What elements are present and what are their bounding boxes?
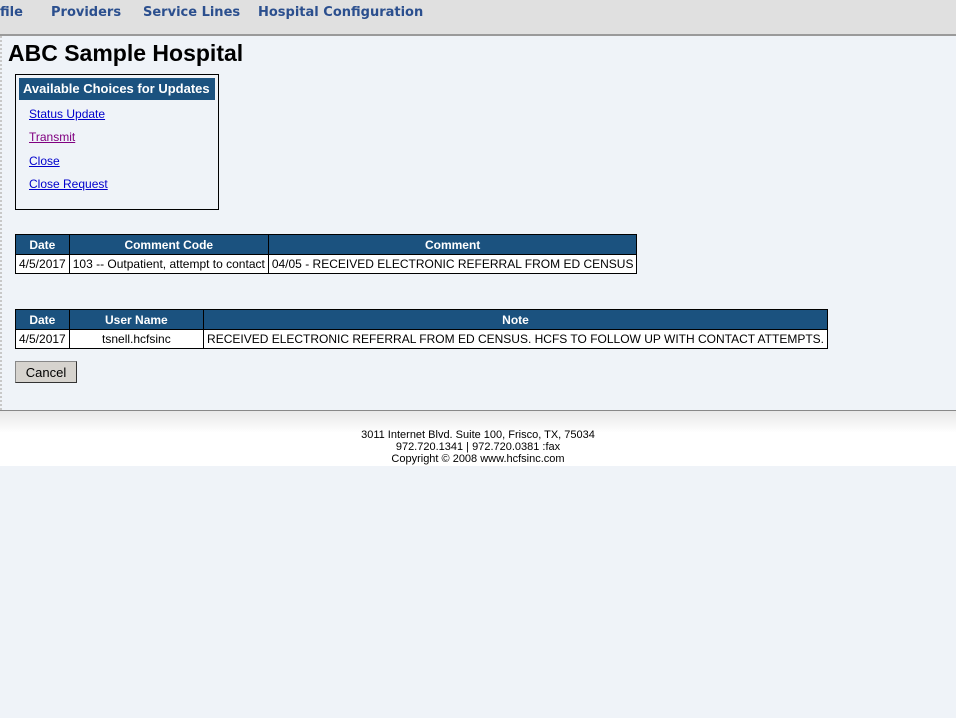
col-comment-code: Comment Code xyxy=(68,234,269,255)
col-user-name: User Name xyxy=(68,309,205,330)
choices-panel: Available Choices for Updates Status Upd… xyxy=(15,74,219,210)
page-title: ABC Sample Hospital xyxy=(8,40,244,66)
main-content: ABC Sample Hospital Available Choices fo… xyxy=(0,36,956,410)
nav-profile[interactable]: file xyxy=(0,5,23,20)
col-comment: Comment xyxy=(267,234,638,255)
cell-date: 4/5/2017 xyxy=(15,254,70,274)
col-date: Date xyxy=(15,309,70,330)
comments-table: Date Comment Code Comment 4/5/2017 103 -… xyxy=(15,234,638,274)
nav-hospital-configuration[interactable]: Hospital Configuration xyxy=(258,5,424,20)
cell-comment: 04/05 - RECEIVED ELECTRONIC REFERRAL FRO… xyxy=(267,254,638,274)
top-nav: file Providers Service Lines Hospital Co… xyxy=(0,0,956,36)
notes-table: Date User Name Note 4/5/2017 tsnell.hcfs… xyxy=(15,309,828,349)
choices-title: Available Choices for Updates xyxy=(19,78,215,100)
close-request-link[interactable]: Close Request xyxy=(29,176,108,191)
footer-copyright: Copyright © 2008 www.hcfsinc.com xyxy=(391,453,565,465)
cancel-button[interactable]: Cancel xyxy=(15,361,77,383)
table-header-row: Date User Name Note xyxy=(15,309,828,330)
status-update-link[interactable]: Status Update xyxy=(29,107,106,121)
col-date: Date xyxy=(15,234,70,255)
nav-service-lines[interactable]: Service Lines xyxy=(143,5,241,20)
close-link[interactable]: Close xyxy=(29,153,60,168)
cell-comment-code: 103 -- Outpatient, attempt to contact xyxy=(68,254,269,274)
cell-user-name: tsnell.hcfsinc xyxy=(68,329,205,349)
cell-date: 4/5/2017 xyxy=(15,329,70,349)
table-header-row: Date Comment Code Comment xyxy=(15,234,638,255)
footer-address: 3011 Internet Blvd. Suite 100, Frisco, T… xyxy=(361,429,595,441)
col-note: Note xyxy=(203,309,828,330)
table-row: 4/5/2017 103 -- Outpatient, attempt to c… xyxy=(15,254,638,274)
nav-providers[interactable]: Providers xyxy=(51,5,122,20)
footer: 3011 Internet Blvd. Suite 100, Frisco, T… xyxy=(0,410,956,466)
transmit-link[interactable]: Transmit xyxy=(29,130,76,145)
table-row: 4/5/2017 tsnell.hcfsinc RECEIVED ELECTRO… xyxy=(15,329,828,349)
cell-note: RECEIVED ELECTRONIC REFERRAL FROM ED CEN… xyxy=(203,329,828,349)
footer-phone: 972.720.1341 | 972.720.0381 :fax xyxy=(395,441,561,453)
